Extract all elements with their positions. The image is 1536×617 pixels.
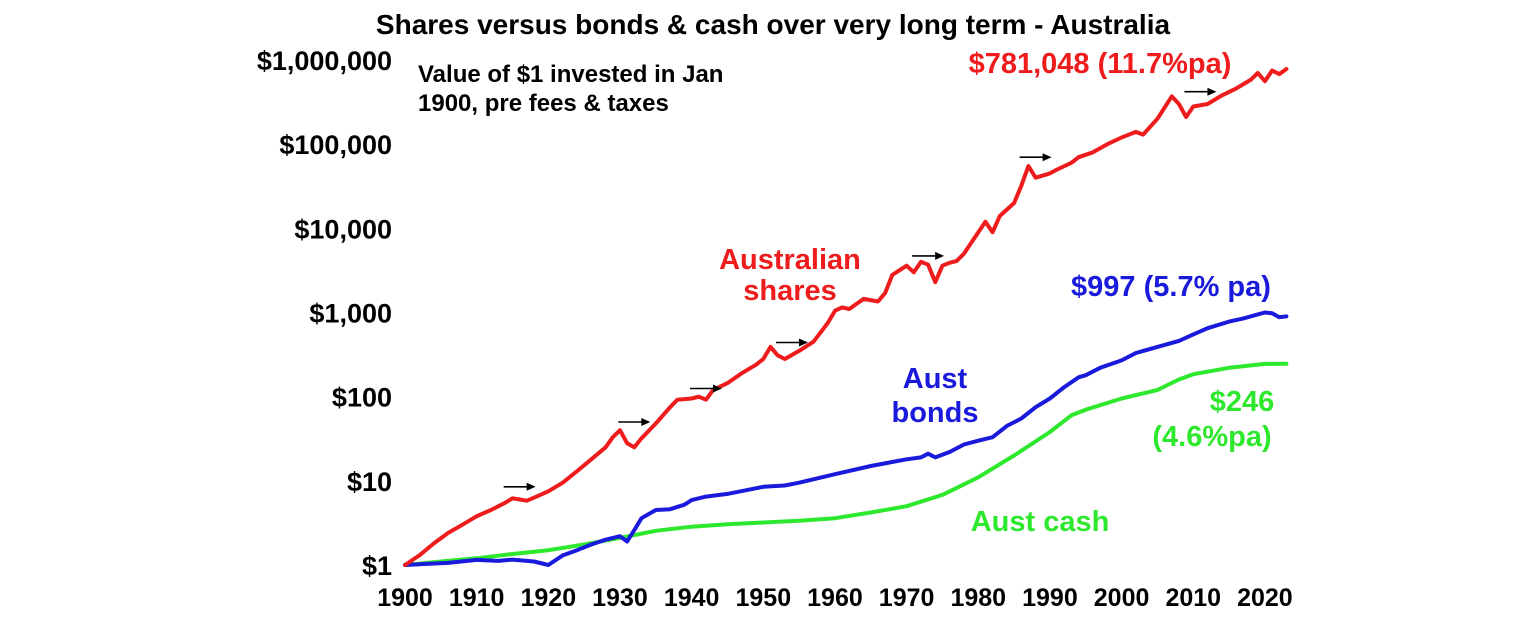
series-label-cash: Aust cash — [971, 506, 1110, 538]
annotation-arrows — [503, 87, 1217, 491]
y-tick-label: $1 — [362, 551, 392, 581]
chart-subtitle: Value of $1 invested in Jan 1900, pre fe… — [418, 61, 723, 117]
x-tick-label: 1900 — [377, 584, 433, 612]
arrow-head — [526, 482, 536, 491]
chart-title: Shares versus bonds & cash over very lon… — [376, 9, 1171, 40]
y-tick-label: $100,000 — [279, 130, 392, 160]
x-tick-label: 1970 — [879, 584, 935, 612]
x-tick-label: 1980 — [950, 584, 1006, 612]
arrow-head — [935, 251, 945, 260]
annotation-arrow — [503, 482, 536, 491]
annotation-arrow — [775, 338, 808, 347]
series-line-aust-bonds — [403, 310, 1289, 567]
series-label-bonds-line-2: bonds — [892, 397, 979, 429]
arrow-head — [1207, 87, 1217, 96]
x-tick-label: 1940 — [664, 584, 720, 612]
chart-subtitle-line-2: 1900, pre fees & taxes — [418, 90, 669, 117]
annotation-arrow — [618, 418, 651, 427]
y-tick-label: $100 — [332, 383, 392, 413]
series-end-label-cash: $246 (4.6%pa) — [1152, 386, 1274, 453]
x-tick-label: 2010 — [1165, 584, 1221, 612]
series-lines — [403, 67, 1289, 567]
series-label-bonds: Aust bonds — [892, 363, 979, 429]
x-tick-label: 1960 — [807, 584, 863, 612]
series-end-label-shares: $781,048 (11.7%pa) — [969, 48, 1232, 80]
x-axis-tick-labels: 1900 1910 1920 1930 1940 1950 1960 1970 1980 1990… — [377, 584, 1293, 612]
x-tick-label: 1930 — [592, 584, 648, 612]
y-tick-label: $1,000 — [309, 299, 392, 329]
y-tick-label: $10 — [347, 467, 392, 497]
y-axis-tick-labels: $1 $10 $100 $1,000 $10,000 $100,000 $1,000,000 — [257, 46, 392, 581]
x-tick-label: 2020 — [1237, 584, 1293, 612]
annotation-arrow — [1184, 87, 1217, 96]
series-end-label-cash-line-2: (4.6%pa) — [1152, 421, 1271, 453]
series-line-australian-shares — [403, 67, 1289, 567]
annotation-arrow — [689, 384, 722, 393]
arrow-head — [712, 384, 722, 393]
x-tick-label: 1950 — [735, 584, 791, 612]
series-label-bonds-line-1: Aust — [903, 363, 968, 395]
annotation-arrow — [1019, 153, 1052, 162]
series-line-aust-cash — [403, 361, 1289, 567]
series-label-shares-line-2: shares — [743, 275, 837, 307]
arrow-head — [798, 338, 808, 347]
series-end-label-bonds: $997 (5.7% pa) — [1071, 271, 1271, 303]
x-tick-label: 1990 — [1022, 584, 1078, 612]
arrow-head — [641, 418, 651, 427]
chart-subtitle-line-1: Value of $1 invested in Jan — [418, 61, 723, 88]
arrow-head — [1042, 153, 1052, 162]
x-tick-label: 1920 — [521, 584, 577, 612]
annotation-arrow — [912, 251, 945, 260]
y-tick-label: $1,000,000 — [257, 46, 392, 76]
x-tick-label: 2000 — [1094, 584, 1150, 612]
series-label-shares-line-1: Australian — [719, 244, 861, 276]
x-tick-label: 1910 — [449, 584, 505, 612]
series-end-label-cash-line-1: $246 — [1210, 386, 1275, 418]
series-label-shares: Australian shares — [719, 244, 861, 307]
y-tick-label: $10,000 — [294, 214, 392, 244]
